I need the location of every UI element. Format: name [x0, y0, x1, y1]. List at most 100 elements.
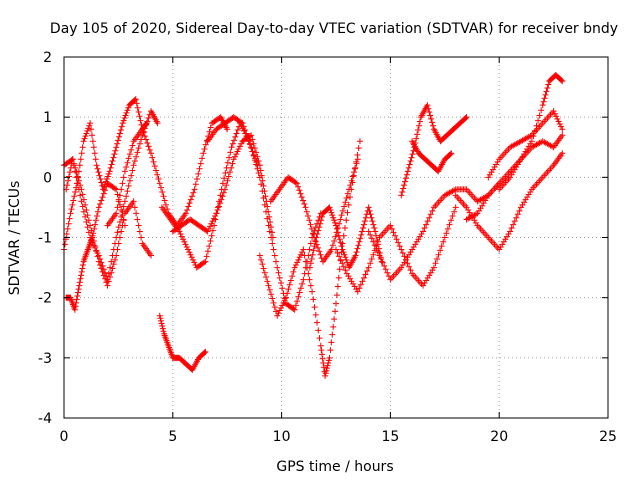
data-point [245, 137, 252, 144]
data-point [312, 238, 319, 245]
data-point [406, 263, 413, 270]
data-point [156, 180, 163, 187]
data-point [337, 256, 344, 263]
data-point [98, 197, 105, 204]
data-point [264, 278, 271, 285]
data-point [186, 249, 193, 256]
series-sat-g [158, 120, 261, 271]
data-point [269, 240, 276, 247]
data-point [231, 153, 238, 160]
data-point [356, 238, 363, 245]
data-point [98, 179, 105, 186]
data-point [131, 96, 138, 103]
data-point [345, 201, 352, 208]
data-point [71, 306, 78, 313]
data-point [238, 140, 245, 147]
data-point [85, 217, 92, 224]
x-tick-label: 25 [599, 429, 617, 445]
data-point [155, 176, 162, 183]
data-point [319, 351, 326, 358]
data-point [128, 172, 135, 179]
data-point [92, 156, 99, 163]
data-point [224, 177, 231, 184]
data-point [145, 143, 152, 150]
data-point [241, 127, 248, 134]
data-point [244, 133, 251, 140]
data-point [124, 188, 131, 195]
data-point [121, 222, 128, 229]
data-point [253, 161, 260, 168]
data-point [328, 339, 335, 346]
data-point [77, 182, 84, 189]
data-point [208, 220, 215, 227]
y-tick-label: 0 [43, 170, 52, 186]
data-point [528, 138, 535, 145]
data-point [83, 130, 90, 137]
series-sat-h [169, 132, 276, 241]
data-point [378, 258, 385, 265]
data-point [539, 102, 546, 109]
data-point [78, 268, 85, 275]
data-point [114, 140, 121, 147]
data-point [118, 123, 125, 130]
data-point [434, 255, 441, 262]
data-point [64, 182, 71, 189]
data-point [70, 160, 77, 167]
data-point [356, 138, 363, 145]
data-point [131, 204, 138, 211]
data-point [149, 154, 156, 161]
series-sat-o [398, 102, 470, 199]
data-point [370, 238, 377, 245]
data-point [308, 255, 315, 262]
data-point [443, 230, 450, 237]
data-point [511, 218, 518, 225]
data-point [353, 160, 360, 167]
data-point [344, 209, 351, 216]
data-point [99, 268, 106, 275]
data-point [225, 173, 232, 180]
data-point [413, 135, 420, 142]
data-point [231, 137, 238, 144]
data-point [96, 172, 103, 179]
data-point [332, 308, 339, 315]
data-point [441, 234, 448, 241]
data-point [206, 243, 213, 250]
data-point [553, 113, 560, 120]
data-point [343, 194, 350, 201]
data-point [226, 169, 233, 176]
data-point [424, 218, 431, 225]
data-point [299, 280, 306, 287]
data-point [209, 227, 216, 234]
data-point [298, 194, 305, 201]
data-point [285, 286, 292, 293]
data-point [66, 215, 73, 222]
data-point [157, 184, 164, 191]
data-point [399, 249, 406, 256]
data-point [79, 191, 86, 198]
data-point [136, 113, 143, 120]
data-point [259, 188, 266, 195]
data-point [449, 213, 456, 220]
data-point [329, 242, 336, 249]
data-point [107, 164, 114, 171]
y-tick-label: -2 [38, 291, 52, 307]
data-point [130, 198, 137, 205]
grid-lines [64, 57, 608, 418]
data-point [93, 217, 100, 224]
data-point [425, 105, 432, 112]
data-point [309, 288, 316, 295]
data-point [342, 267, 349, 274]
data-point [361, 218, 368, 225]
data-point [145, 115, 152, 122]
data-point [264, 215, 271, 222]
data-point [105, 278, 112, 285]
data-point [65, 173, 72, 180]
data-point [123, 164, 130, 171]
data-point [432, 260, 439, 267]
data-point [336, 220, 343, 227]
data-point [82, 201, 89, 208]
data-point [250, 152, 257, 159]
data-point [190, 256, 197, 263]
data-point [367, 231, 374, 238]
data-point [74, 292, 81, 299]
